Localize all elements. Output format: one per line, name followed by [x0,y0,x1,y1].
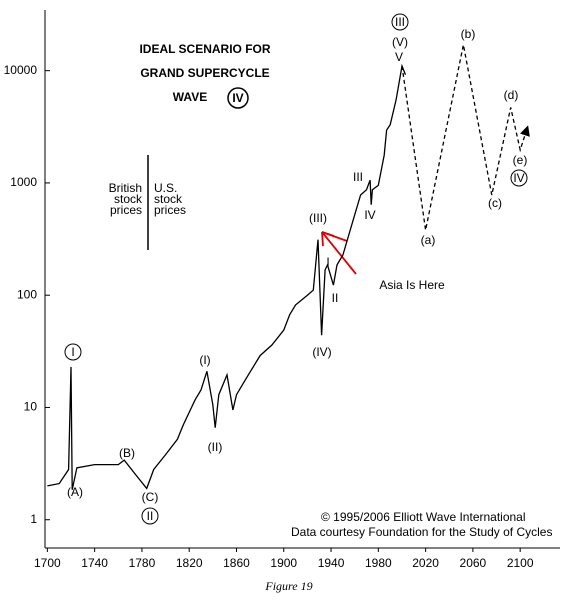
wave-label: (a) [421,233,436,247]
price-line [401,44,530,231]
us-label: prices [154,203,186,217]
x-tick-label: 1780 [129,556,156,570]
wave-label: (III) [309,211,327,225]
wave-label: (V) [392,35,408,49]
title-wave-number: IV [232,91,243,105]
wave-label: (c) [488,196,502,210]
wave-circle [391,13,409,31]
y-tick-label: 1 [30,512,37,526]
y-tick-label: 1000 [10,175,37,189]
wave-label: Asia Is Here [379,278,445,292]
wave-label: (C) [142,490,159,504]
british-label: stock [114,192,143,206]
wave-label: (II) [208,440,223,454]
wave-label: I [326,255,329,269]
credit: Data courtesy Foundation for the Study o… [291,525,552,539]
x-tick-label: 1740 [81,556,108,570]
wave-label: (IV) [312,345,331,359]
wave-label: (b) [461,27,476,41]
x-tick-label: 2020 [412,556,439,570]
wave-label: I [71,345,74,359]
x-tick-label: 2060 [460,556,487,570]
caption: Figure 19 [264,579,312,593]
chart-title: GRAND SUPERCYCLE [140,66,269,80]
chart-title: IDEAL SCENARIO FOR [139,42,270,56]
y-tick-label: 10 [24,400,38,414]
y-tick-label: 100 [17,287,37,301]
wave-label: III [353,170,363,184]
wave-label: IV [364,208,375,222]
wave-label: (A) [67,485,83,499]
x-tick-label: 1900 [270,556,297,570]
x-tick-label: 1820 [176,556,203,570]
british-label: prices [110,203,142,217]
wave-circle [510,169,528,187]
title-circle [227,87,249,109]
wave-label: II [147,509,154,523]
x-tick-label: 2100 [507,556,534,570]
wave-label: (I) [199,353,210,367]
credit: © 1995/2006 Elliott Wave International [321,510,526,524]
wave-circle [64,343,82,361]
x-tick-label: 1700 [34,556,61,570]
wave-circle [141,507,159,525]
wave-label: V [395,50,403,64]
x-tick-label: 1940 [318,556,345,570]
us-label: stock [154,192,183,206]
wave-label: (d) [504,88,519,102]
y-tick-label: 10000 [4,63,38,77]
us-label: U.S. [154,181,177,195]
chart-title: WAVE [173,90,207,104]
wave-label: (e) [513,153,528,167]
wave-label: (B) [119,446,135,460]
wave-label: III [395,15,405,29]
asia-arrow [321,231,357,275]
x-tick-label: 1980 [365,556,392,570]
wave-label: IV [513,171,524,185]
wave-label: II [332,291,339,305]
x-tick-label: 1860 [223,556,250,570]
british-label: British [109,181,142,195]
price-line [47,63,407,490]
